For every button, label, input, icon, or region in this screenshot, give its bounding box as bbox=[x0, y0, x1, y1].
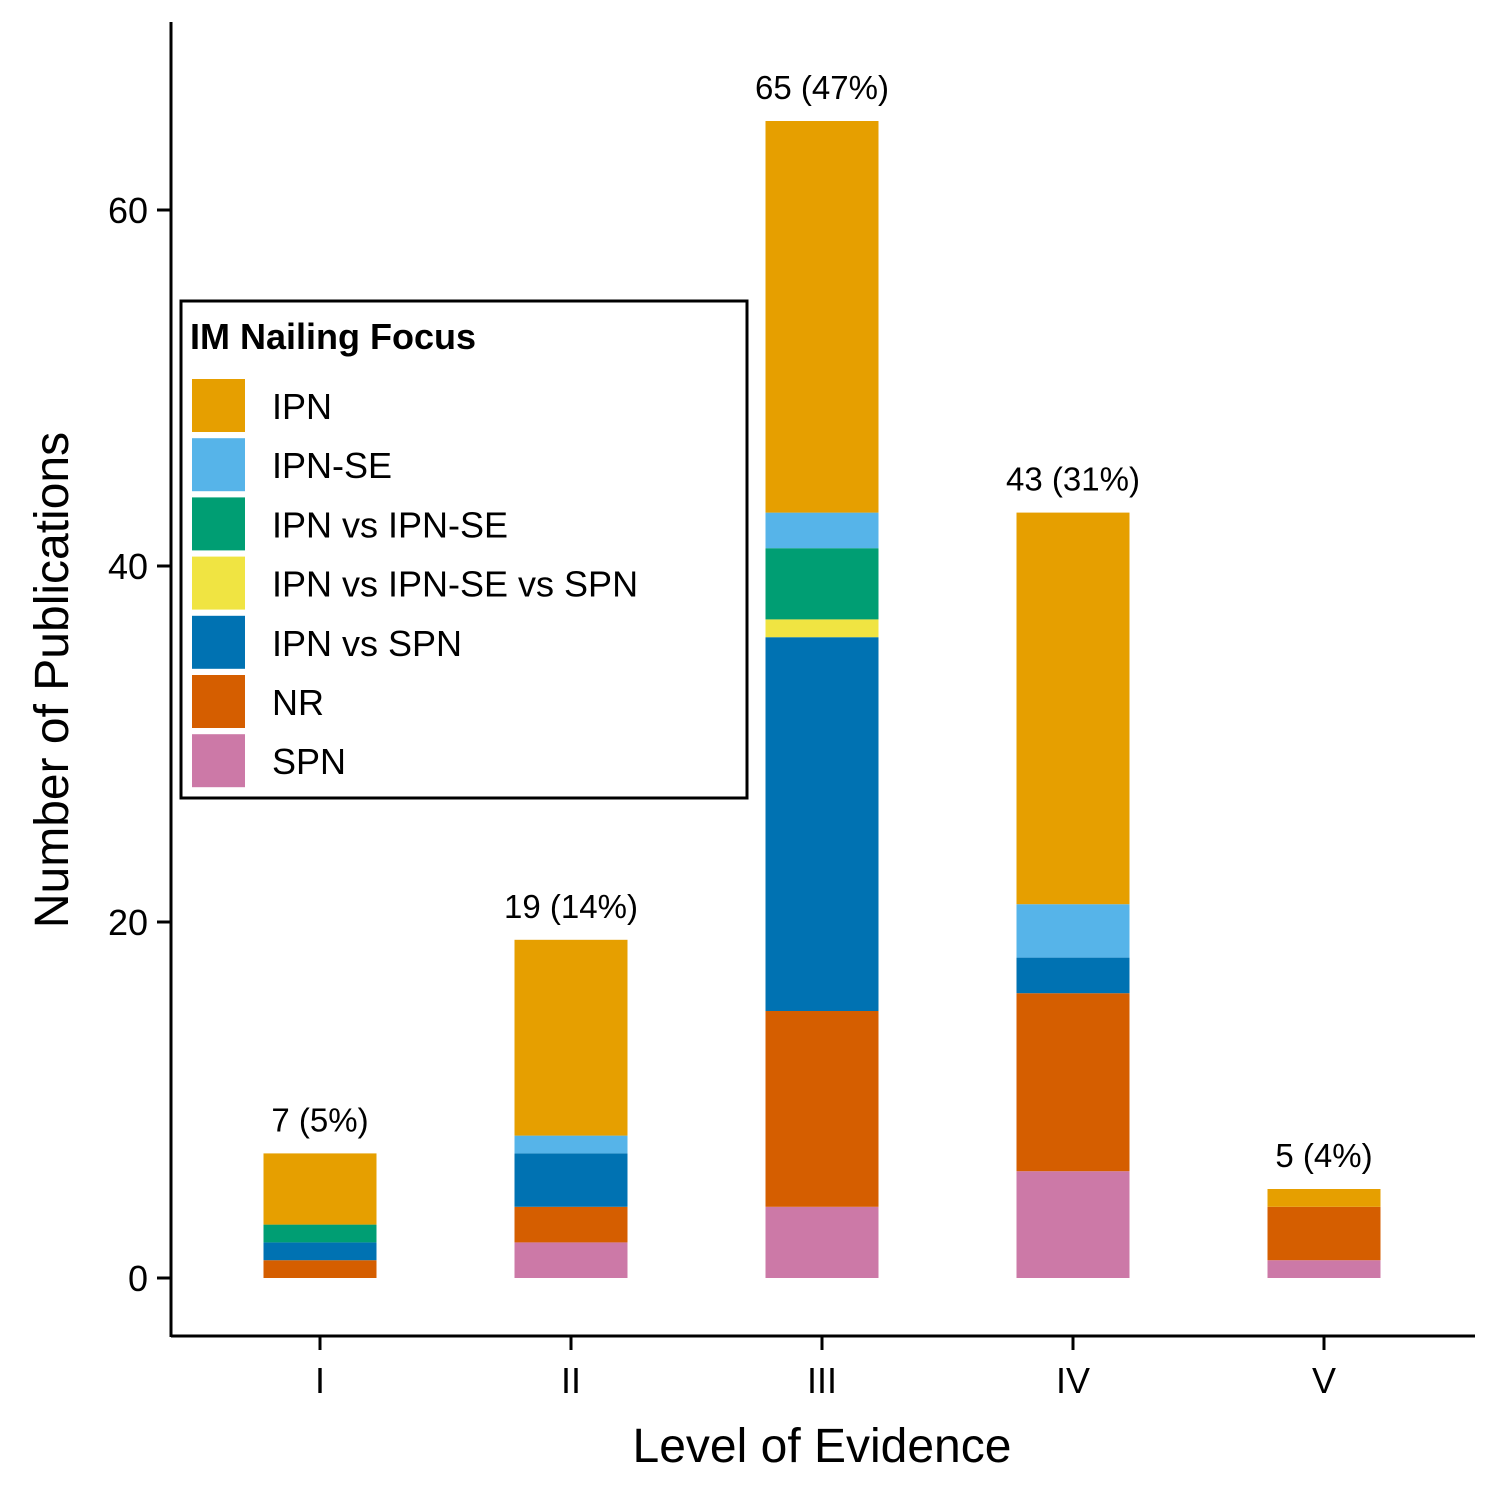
bar-segment-III-ipn-vs-ipn-se bbox=[765, 548, 879, 620]
bar-segment-III-nr bbox=[765, 1011, 879, 1207]
legend-label: IPN-SE bbox=[272, 445, 392, 486]
legend-swatch bbox=[192, 379, 245, 432]
bar-total-label-IV: 43 (31%) bbox=[1006, 461, 1140, 498]
bar-segment-I-nr bbox=[263, 1260, 377, 1278]
legend-label: IPN vs IPN-SE bbox=[272, 504, 508, 545]
legend-swatch bbox=[192, 497, 245, 551]
legend-swatch bbox=[192, 734, 245, 788]
bar-labels-layer: 7 (5%) 19 (14%) 65 (47%) 43 (31%) 5 (4%) bbox=[271, 69, 1372, 1174]
x-tick-label: III bbox=[807, 1360, 837, 1401]
legend-label: SPN bbox=[272, 741, 346, 782]
bar-total-label-II: 19 (14%) bbox=[504, 888, 638, 925]
bar-segment-II-ipn-se bbox=[514, 1135, 628, 1154]
bar-segment-III-ipn-vs-ipn-se-vs-spn bbox=[765, 619, 879, 638]
bar-total-label-V: 5 (4%) bbox=[1275, 1137, 1372, 1174]
bar-total-label-I: 7 (5%) bbox=[271, 1101, 368, 1138]
bar-segment-I-ipn-vs-spn bbox=[263, 1242, 377, 1261]
bar-segment-V-ipn bbox=[1267, 1189, 1381, 1207]
legend-title: IM Nailing Focus bbox=[190, 316, 476, 357]
legend-label: IPN bbox=[272, 386, 332, 427]
y-tick-label: 0 bbox=[128, 1258, 148, 1299]
legend-swatch bbox=[192, 556, 245, 610]
legend-items: IPN IPN-SE IPN vs IPN-SE IPN vs IPN-SE vs S… bbox=[192, 379, 638, 788]
x-tick-label: II bbox=[561, 1360, 581, 1401]
bar-segment-I-ipn-vs-ipn-se bbox=[263, 1224, 377, 1243]
y-tick-label: 60 bbox=[108, 190, 148, 231]
bar-segment-IV-ipn-se bbox=[1016, 904, 1130, 958]
x-ticks: I II III IV V bbox=[315, 1336, 1336, 1401]
legend-swatch bbox=[192, 615, 245, 669]
bar-segment-II-spn bbox=[514, 1242, 628, 1278]
legend-box bbox=[179, 299, 749, 800]
bar-segment-V-spn bbox=[1267, 1260, 1381, 1278]
bar-segment-II-ipn bbox=[514, 939, 628, 1136]
bar-segment-IV-ipn-vs-spn bbox=[1016, 957, 1130, 994]
y-ticks: 0 20 40 60 bbox=[108, 190, 171, 1299]
legend-label: NR bbox=[272, 682, 324, 723]
bar-total-label-III: 65 (47%) bbox=[755, 69, 889, 106]
bar-segment-III-spn bbox=[765, 1206, 879, 1278]
legend-label: IPN vs SPN bbox=[272, 623, 462, 664]
x-tick-label: V bbox=[1312, 1360, 1336, 1401]
x-axis-title: Level of Evidence bbox=[633, 1420, 1012, 1473]
bar-segment-V-nr bbox=[1267, 1206, 1381, 1261]
x-tick-label: I bbox=[315, 1360, 325, 1401]
y-axis-title: Number of Publications bbox=[26, 432, 79, 928]
y-axis: 0 20 40 60 bbox=[108, 22, 173, 1337]
bar-segment-III-ipn-se bbox=[765, 512, 879, 549]
bar-segment-IV-ipn bbox=[1016, 512, 1130, 905]
bar-segment-II-ipn-vs-spn bbox=[514, 1153, 628, 1207]
legend-label: IPN vs IPN-SE vs SPN bbox=[272, 564, 638, 605]
y-tick-label: 20 bbox=[108, 902, 148, 943]
bars-layer bbox=[263, 121, 1381, 1278]
legend-swatch bbox=[192, 438, 245, 492]
legend-swatch bbox=[192, 675, 245, 728]
bar-segment-III-ipn bbox=[765, 121, 879, 513]
bar-segment-IV-nr bbox=[1016, 993, 1130, 1172]
x-axis: I II III IV V bbox=[171, 1334, 1475, 1401]
bar-segment-III-ipn-vs-spn bbox=[765, 637, 879, 1011]
bar-segment-I-ipn bbox=[263, 1153, 377, 1225]
bar-segment-II-nr bbox=[514, 1206, 628, 1243]
bar-segment-IV-spn bbox=[1016, 1171, 1130, 1278]
y-tick-label: 40 bbox=[108, 546, 148, 587]
x-tick-label: IV bbox=[1056, 1360, 1090, 1401]
